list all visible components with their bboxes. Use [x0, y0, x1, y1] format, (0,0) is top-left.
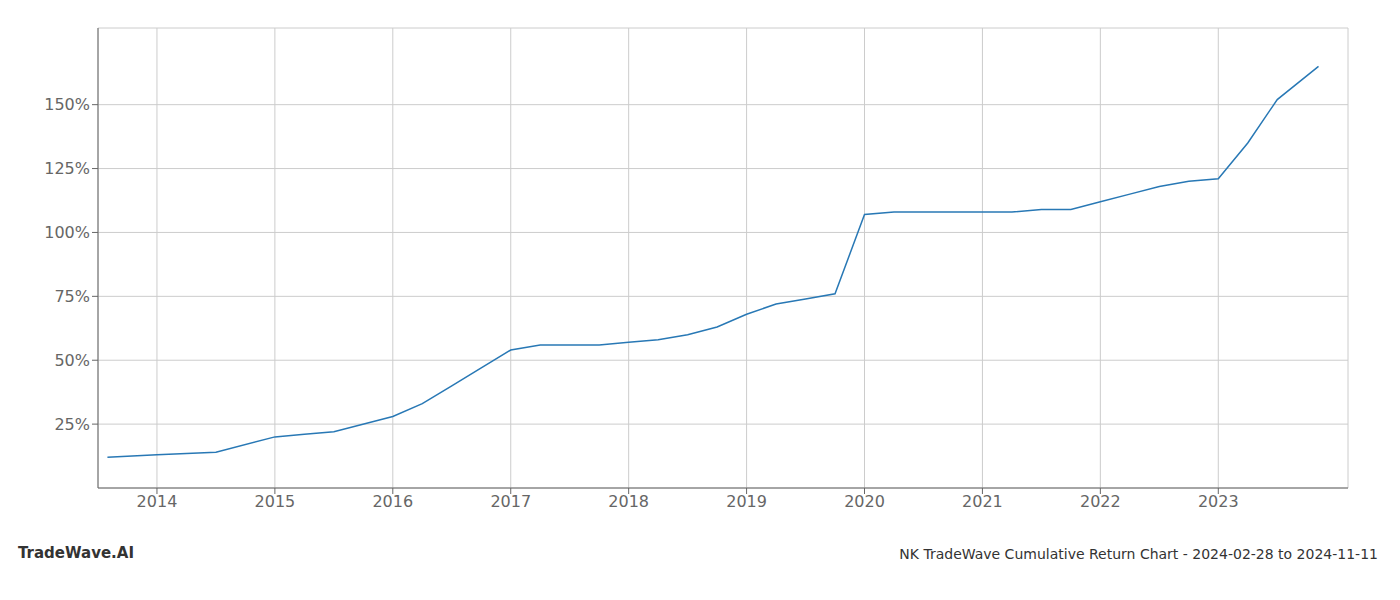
svg-text:2021: 2021 — [962, 492, 1003, 511]
svg-text:2017: 2017 — [490, 492, 531, 511]
svg-text:2016: 2016 — [372, 492, 413, 511]
html-text:NK TradeWave Cumulative Return: NK TradeWave Cumulative Return Chart - 2… — [899, 546, 1378, 562]
html-text:TradeWave.AI: TradeWave.AI — [18, 544, 134, 562]
svg-text:25%: 25% — [54, 415, 90, 434]
svg-text:2022: 2022 — [1080, 492, 1121, 511]
svg-text:100%: 100% — [44, 223, 90, 242]
svg-text:2023: 2023 — [1198, 492, 1239, 511]
svg-text:50%: 50% — [54, 351, 90, 370]
svg-text:2015: 2015 — [255, 492, 296, 511]
svg-text:75%: 75% — [54, 287, 90, 306]
svg-text:150%: 150% — [44, 95, 90, 114]
svg-text:2018: 2018 — [608, 492, 649, 511]
svg-text:2014: 2014 — [137, 492, 178, 511]
svg-text:2019: 2019 — [726, 492, 767, 511]
svg-text:2020: 2020 — [844, 492, 885, 511]
svg-text:125%: 125% — [44, 159, 90, 178]
